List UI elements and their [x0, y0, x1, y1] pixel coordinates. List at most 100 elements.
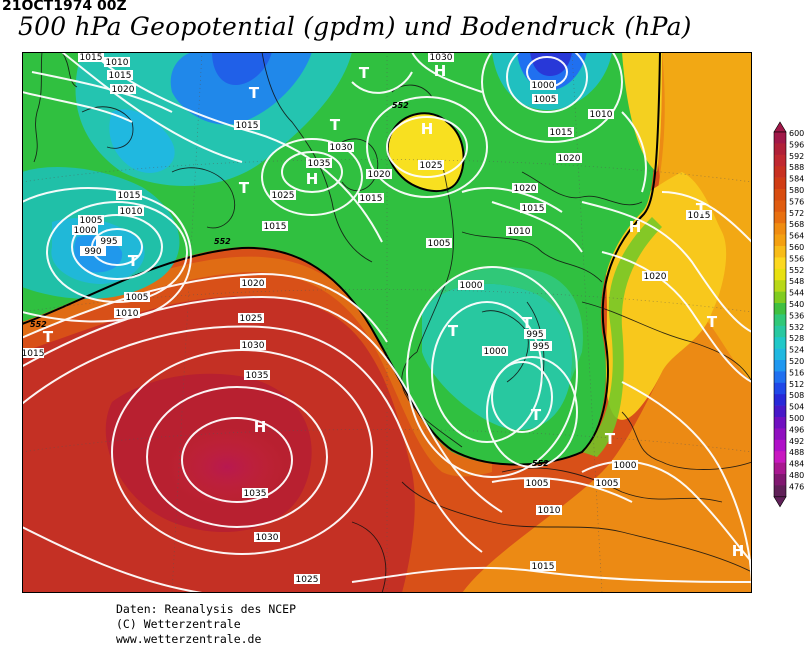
svg-text:1015: 1015 [236, 121, 259, 131]
colorbar-legend: 600 596 592 588 584 580 576 572 568 564 560 556 552 5… [773, 121, 804, 508]
field-cyan-north [109, 109, 175, 173]
isobar-label-31: 1035 [242, 488, 268, 499]
colorbar-label-548: 548 [789, 277, 804, 286]
isobar-label-20: 1010 [118, 206, 144, 217]
center-T-8: T [522, 314, 533, 332]
isobar-label-8: 1010 [588, 109, 614, 120]
colorbar-label-484: 484 [789, 460, 804, 469]
svg-text:1015: 1015 [22, 349, 44, 359]
colorbar-label-480: 480 [789, 471, 804, 480]
svg-text:1005: 1005 [80, 216, 103, 226]
isobar-label-3: 1015 [107, 70, 133, 81]
field-lightgreen-fringe [582, 217, 662, 457]
colorbar-swatch-480 [774, 474, 786, 486]
svg-text:1025: 1025 [420, 161, 443, 171]
credits: Daten: Reanalysis des NCEP (C) Wetterzen… [116, 602, 296, 647]
colorbar-swatch-504 [774, 405, 786, 418]
contour-552-blob [386, 112, 465, 193]
field-darkblue-north [212, 52, 272, 86]
colorbar-label-592: 592 [789, 152, 804, 161]
svg-text:1000: 1000 [460, 281, 483, 291]
colorbar-label-508: 508 [789, 391, 804, 400]
colorbar-swatch-584 [774, 177, 786, 190]
coastlines [33, 52, 752, 593]
isobar-label-21: 995 [96, 236, 122, 247]
isobar-label-30: 1035 [244, 370, 270, 381]
colorbar-label-504: 504 [789, 403, 804, 412]
colorbar-label-544: 544 [789, 289, 804, 298]
contour-label-552-a: 552 [30, 320, 47, 329]
colorbar-label-532: 532 [789, 323, 804, 332]
colorbar-swatch-492 [774, 439, 786, 452]
isobar-label-44: 1005 [594, 478, 620, 489]
svg-text:1000: 1000 [74, 226, 97, 236]
svg-text:1035: 1035 [244, 489, 267, 499]
colorbar-label-556: 556 [789, 254, 804, 263]
center-H-4: H [629, 218, 642, 236]
svg-text:1020: 1020 [368, 170, 391, 180]
center-T-4: T [239, 179, 250, 197]
contour-552-labels: 552 552 552 552 [30, 101, 549, 468]
isobar-label-50: 1000 [612, 460, 638, 471]
colorbar-label-600: 600 [789, 129, 804, 138]
colorbar-swatch-560 [774, 246, 786, 258]
isobar-label-5: 1030 [428, 52, 454, 63]
colorbar-top-arrow [773, 121, 787, 133]
isobar-label-22: 990 [80, 246, 106, 257]
colorbar-label-488: 488 [789, 448, 804, 457]
svg-text:995: 995 [532, 342, 549, 352]
contour-label-552-b: 552 [214, 237, 231, 246]
colorbar-swatch-568 [774, 223, 786, 235]
colorbar-label-596: 596 [789, 140, 804, 149]
isobar-label-16: 1015 [358, 193, 384, 204]
colorbar-swatch-524 [774, 348, 786, 361]
contour-552 [22, 52, 661, 466]
svg-text:1015: 1015 [532, 562, 555, 572]
svg-text:1015: 1015 [360, 194, 383, 204]
isobar-label-1: 1015 [78, 52, 104, 63]
isobar-label-19: 1005 [78, 215, 104, 226]
field-lightcyan-central [422, 267, 583, 382]
svg-text:1015: 1015 [264, 222, 287, 232]
isobar-label-28: 1025 [238, 313, 264, 324]
svg-text:1000: 1000 [614, 461, 637, 471]
isobar-label-25: 1010 [114, 308, 140, 319]
field-blue-north [170, 52, 312, 125]
colorbar-swatch-484 [774, 462, 786, 475]
map-frame [22, 52, 752, 593]
isobar-label-7: 1005 [532, 94, 558, 105]
isobar-label-38: 1005 [426, 238, 452, 249]
colorbar-label-552: 552 [789, 266, 804, 275]
isobar-label-14: 1020 [366, 169, 392, 180]
isobars [22, 52, 752, 593]
svg-text:1020: 1020 [514, 184, 537, 194]
colorbar-swatch-544 [774, 291, 786, 304]
isobar-label-37: 1010 [506, 226, 532, 237]
svg-text:1035: 1035 [308, 159, 331, 169]
credits-website: www.wetterzentrale.de [116, 632, 262, 646]
svg-text:1030: 1030 [330, 143, 353, 153]
field-cyan-central [422, 283, 573, 430]
colorbar-label-564: 564 [789, 232, 804, 241]
isobar-label-10: 1020 [556, 153, 582, 164]
svg-text:1030: 1030 [242, 341, 265, 351]
map-title: 500 hPa Geopotential (gpdm) und Bodendru… [18, 12, 692, 41]
center-T-9: T [696, 200, 707, 218]
credits-copyright: (C) Wetterzentrale [116, 617, 241, 631]
isobar-label-42: 1000 [482, 346, 508, 357]
field-yellow-ne [622, 52, 662, 172]
colorbar-swatch-536 [774, 314, 786, 327]
date-label: 21OCT1974 00Z [2, 0, 127, 14]
colorbar-label-492: 492 [789, 437, 804, 446]
svg-text:1025: 1025 [240, 314, 263, 324]
isobar-label-18: 1015 [116, 190, 142, 201]
center-T-11: T [531, 406, 542, 424]
isobar-label-34: 1015 [22, 348, 44, 359]
svg-text:1015: 1015 [80, 53, 103, 63]
colorbar-label-528: 528 [789, 334, 804, 343]
svg-text:1015: 1015 [522, 204, 545, 214]
colorbar-swatch-488 [774, 451, 786, 463]
isobar-label-47: 1020 [642, 271, 668, 282]
isobar-label-41: 995 [530, 341, 552, 352]
isobar-label-29: 1030 [240, 340, 266, 351]
